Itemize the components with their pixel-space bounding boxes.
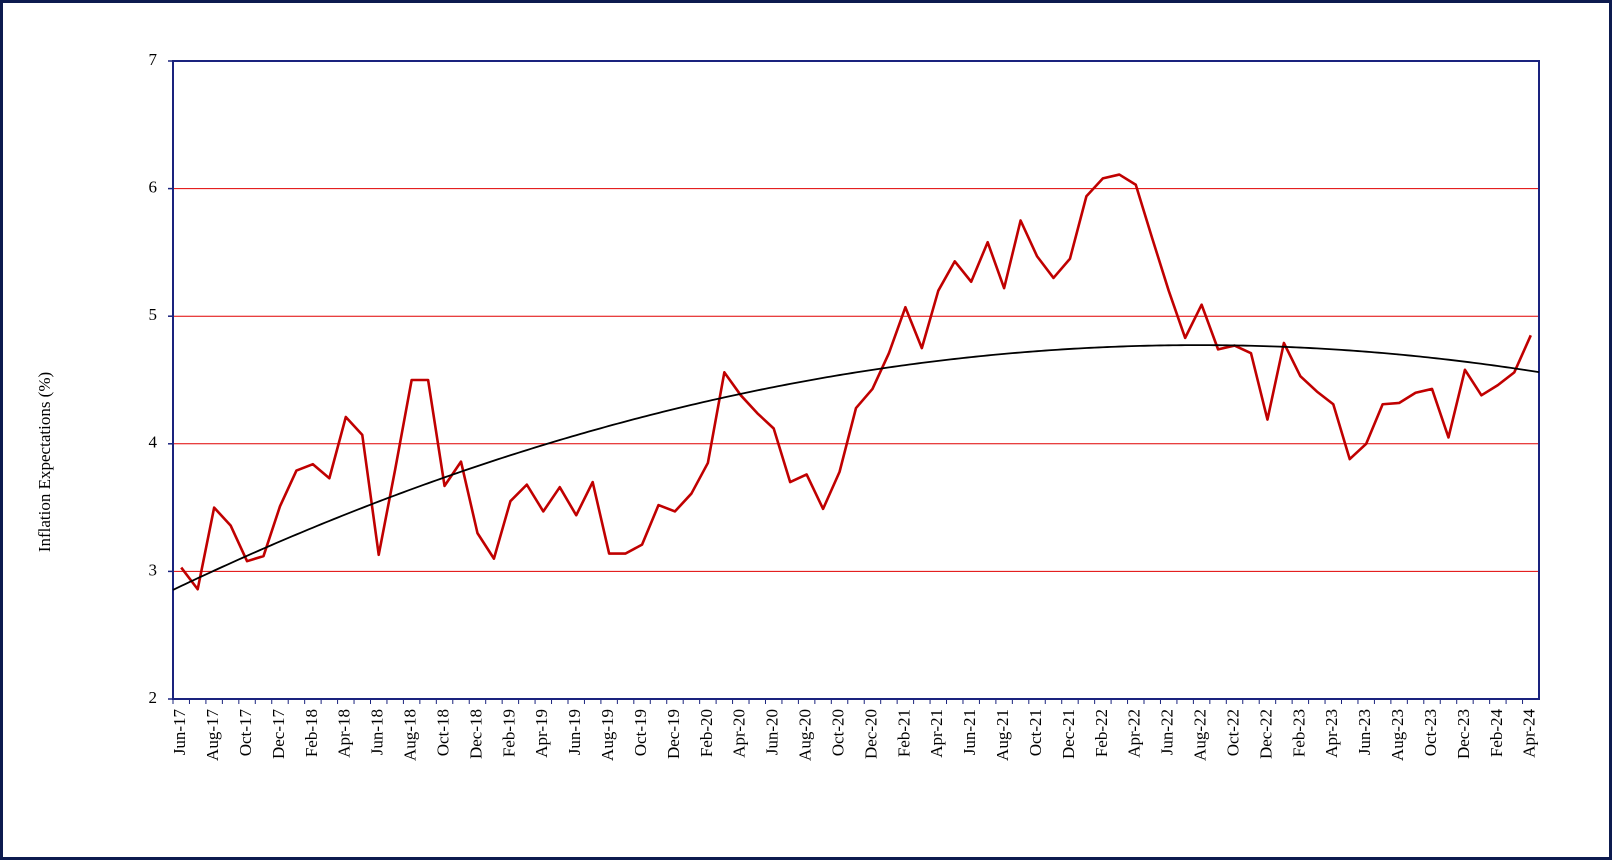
x-tick-label: Aug-21 (993, 709, 1012, 761)
x-tick-label: Feb-20 (697, 709, 716, 757)
x-tick-label: Aug-17 (203, 709, 222, 761)
x-tick-label: Oct-17 (236, 709, 255, 757)
x-tick-label: Feb-23 (1289, 709, 1308, 757)
x-tick-label: Dec-21 (1059, 709, 1078, 759)
x-tick-label: Aug-20 (796, 709, 815, 761)
x-tick-label: Dec-23 (1454, 709, 1473, 759)
x-tick-label: Apr-24 (1520, 709, 1539, 758)
x-tick-label: Oct-20 (828, 709, 847, 756)
plot-border (172, 60, 1540, 700)
y-tick-label: 7 (149, 50, 158, 69)
x-tick-label: Dec-17 (269, 709, 288, 760)
trend-line (172, 344, 1540, 591)
x-tick-label: Feb-21 (894, 709, 913, 757)
x-tick-label: Oct-23 (1421, 709, 1440, 756)
y-tick-label: 2 (149, 688, 158, 707)
x-tick-label: Jun-22 (1158, 709, 1177, 755)
x-tick-label: Jun-21 (960, 709, 979, 755)
y-tick-label: 5 (149, 305, 158, 324)
x-tick-label: Jun-19 (565, 709, 584, 755)
y-tick-label: 4 (149, 433, 158, 452)
x-tick-label: Jun-17 (170, 709, 189, 756)
x-tick-label: Apr-23 (1322, 709, 1341, 758)
x-tick-label: Aug-18 (401, 709, 420, 761)
x-tick-label: Oct-19 (631, 709, 650, 756)
y-tick-label: 3 (149, 560, 158, 579)
x-tick-label: Dec-18 (466, 709, 485, 759)
x-tick-label: Feb-18 (302, 709, 321, 757)
x-tick-label: Aug-22 (1191, 709, 1210, 761)
x-tick-label: Oct-22 (1223, 709, 1242, 756)
x-tick-label: Apr-21 (927, 709, 946, 758)
x-tick-label: Jun-20 (763, 709, 782, 755)
x-tick-label: Oct-18 (433, 709, 452, 756)
x-tick-label: Dec-20 (861, 709, 880, 759)
x-tick-label: Apr-22 (1125, 709, 1144, 758)
y-tick-label: 6 (149, 178, 158, 197)
x-tick-label: Feb-24 (1487, 709, 1506, 758)
x-tick-label: Dec-22 (1256, 709, 1275, 759)
x-tick-label: Apr-18 (335, 709, 354, 758)
x-tick-label: Jun-23 (1355, 709, 1374, 755)
data-line (180, 173, 1532, 591)
x-tick-label: Aug-19 (598, 709, 617, 761)
x-tick-label: Oct-21 (1026, 709, 1045, 756)
x-tick-label: Aug-23 (1388, 709, 1407, 761)
y-axis-label: Inflation Expectations (%) (35, 372, 54, 552)
x-tick-label: Feb-19 (499, 709, 518, 757)
x-tick-label: Apr-19 (532, 709, 551, 758)
x-tick-label: Dec-19 (664, 709, 683, 759)
x-tick-label: Feb-22 (1092, 709, 1111, 757)
x-tick-label: Jun-18 (368, 709, 387, 755)
x-tick-label: Apr-20 (730, 709, 749, 758)
